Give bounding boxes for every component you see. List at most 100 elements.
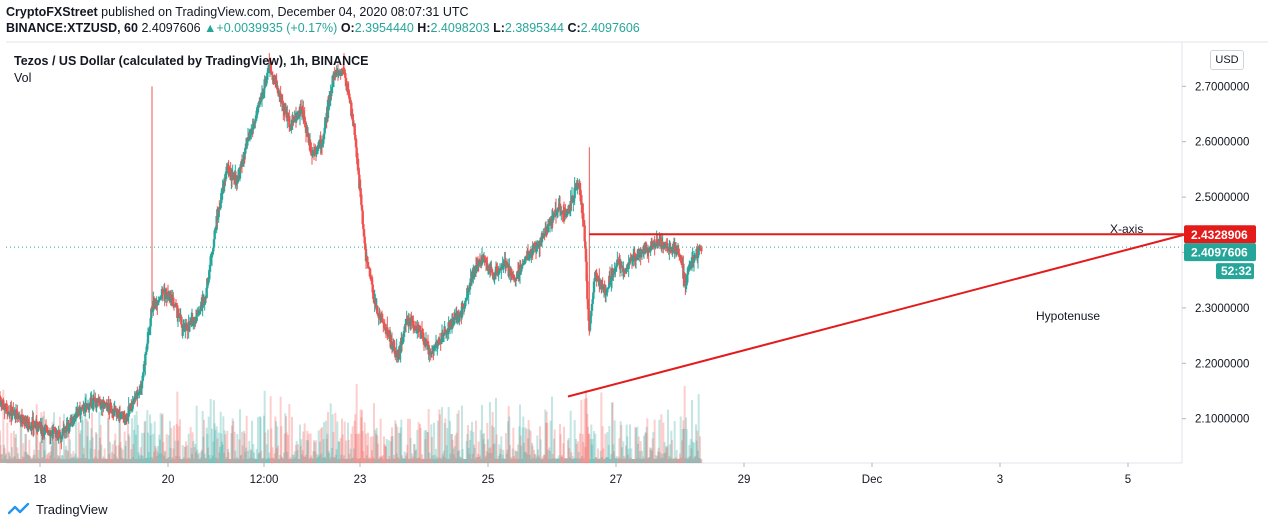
volume-bar — [275, 448, 278, 463]
volume-bar — [231, 418, 234, 463]
candle-body — [394, 353, 397, 358]
volume-bar — [321, 457, 324, 463]
volume-bar — [181, 458, 183, 463]
volume-bar — [207, 416, 210, 463]
volume-bar — [427, 432, 429, 463]
volume-bar — [57, 456, 60, 463]
candle-body — [124, 421, 127, 424]
volume-bar — [143, 432, 145, 463]
volume-bar — [385, 439, 388, 463]
volume-bar — [157, 453, 160, 463]
volume-bar — [31, 457, 34, 463]
volume-bar — [66, 449, 69, 463]
candle-body — [36, 425, 40, 432]
volume-bar — [210, 458, 213, 463]
volume-bar — [379, 456, 381, 463]
volume-bar — [69, 439, 71, 463]
volume-bar — [418, 457, 421, 463]
volume-bar — [627, 454, 629, 463]
volume-bar — [205, 427, 208, 463]
volume-bar — [347, 422, 349, 463]
volume-bar — [587, 433, 590, 463]
candle-body — [10, 413, 14, 416]
candle-body — [554, 209, 558, 216]
publisher-name[interactable]: CryptoFXStreet — [6, 5, 98, 19]
candle-body — [656, 239, 659, 246]
volume-bar — [400, 419, 403, 463]
candle-body — [102, 400, 105, 407]
volume-bar — [136, 459, 139, 463]
volume-bar — [552, 458, 555, 463]
volume-bar — [432, 458, 435, 463]
candle-body — [596, 279, 600, 281]
volume-bar — [420, 458, 423, 463]
volume-bar — [571, 458, 573, 463]
volume-bar — [665, 447, 668, 463]
resistance-price-label-bg — [1184, 225, 1256, 244]
volume-bar — [498, 444, 501, 463]
candle-body — [557, 206, 560, 210]
candle-body — [607, 287, 610, 289]
currency-button[interactable]: USD — [1210, 50, 1244, 70]
candle-body — [431, 348, 434, 354]
volume-bar — [481, 404, 483, 463]
volume-bar — [69, 458, 72, 463]
volume-bar — [297, 444, 299, 463]
candle-body — [230, 170, 234, 180]
volume-bar — [441, 407, 443, 463]
volume-bar — [401, 458, 404, 463]
volume-bar — [280, 426, 283, 463]
volume-bar — [496, 458, 499, 463]
volume-bar — [403, 451, 406, 463]
last-price: 2.4097606 — [141, 21, 201, 35]
candle-body — [458, 317, 461, 322]
candle-body — [227, 165, 230, 168]
volume-bar — [655, 455, 657, 463]
volume-bar — [536, 435, 539, 463]
volume-bar — [74, 453, 77, 463]
volume-bar — [601, 426, 604, 463]
candle-body — [402, 331, 406, 337]
volume-bar — [495, 397, 497, 463]
candle-body — [650, 241, 654, 246]
candle-body — [148, 328, 151, 332]
volume-bar — [337, 458, 339, 463]
candle-body — [275, 80, 278, 89]
brand-name[interactable]: TradingView — [36, 502, 108, 517]
candle-body — [668, 249, 671, 251]
volume-bar — [21, 458, 23, 463]
candle-body — [348, 97, 352, 103]
volume-bar — [489, 447, 492, 463]
candle-body — [664, 243, 668, 248]
volume-bar — [107, 413, 110, 463]
volume-bar — [377, 458, 380, 463]
candle-body — [457, 312, 460, 322]
volume-bar — [569, 457, 571, 463]
tradingview-logo-icon[interactable] — [8, 502, 30, 517]
volume-bar — [471, 421, 473, 463]
volume-bar — [267, 457, 270, 463]
volume-bar — [409, 418, 411, 463]
volume-bar — [438, 409, 441, 463]
volume-bar — [398, 458, 401, 463]
candle-body — [68, 423, 72, 426]
candle-body — [344, 73, 347, 78]
volume-bar — [405, 452, 408, 463]
candle-body — [142, 364, 146, 373]
candle-body — [95, 398, 98, 408]
candle-body — [686, 270, 690, 275]
volume-bar — [35, 404, 38, 463]
volume-bar — [657, 447, 660, 463]
volume-bar — [131, 456, 134, 463]
volume-bar — [89, 440, 91, 463]
volume-bar — [353, 448, 355, 463]
candle-body — [696, 248, 699, 259]
candle-body — [369, 276, 372, 279]
volume-bar — [508, 416, 511, 463]
candle-body — [421, 332, 424, 336]
volume-bar — [228, 458, 231, 463]
volume-bar — [239, 409, 241, 463]
candle-body — [403, 327, 406, 332]
volume-bar — [32, 455, 35, 463]
